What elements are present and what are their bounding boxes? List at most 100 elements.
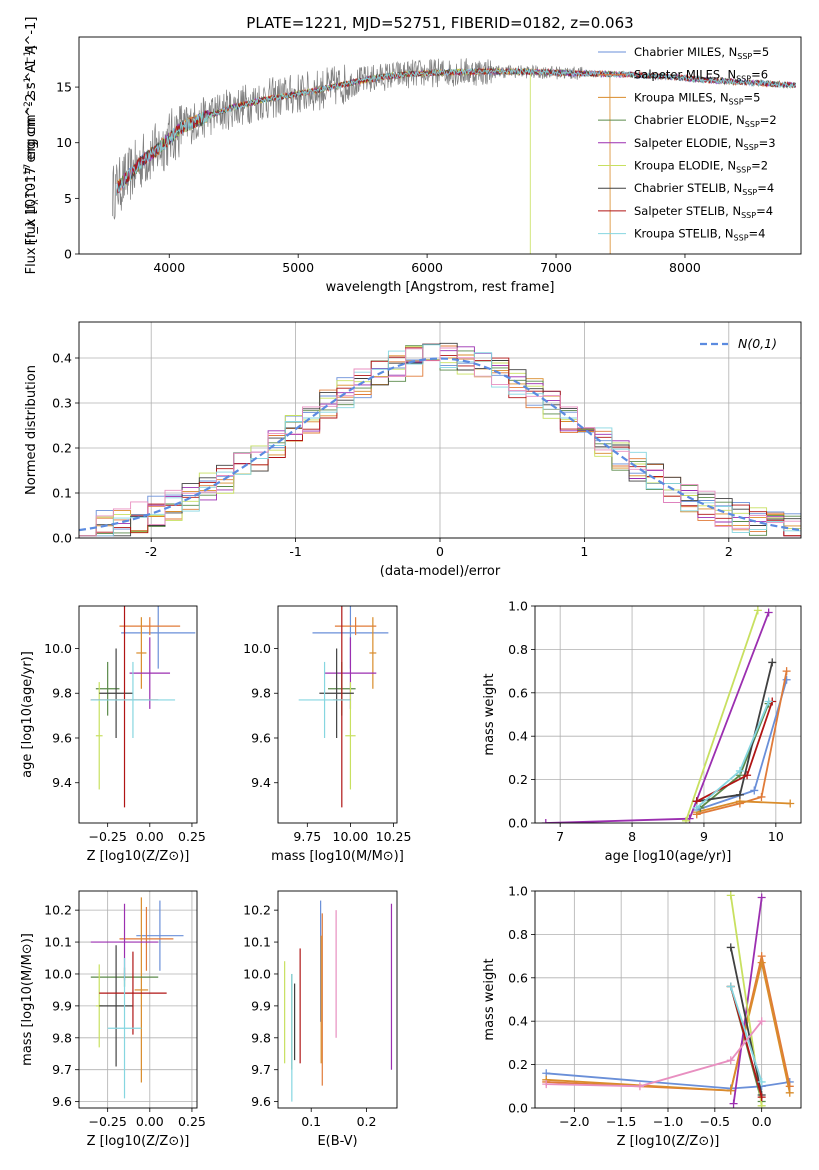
y-tick-label: 9.8 [52, 686, 72, 701]
x-axis-label: mass [log10(M/M⊙)] [271, 849, 404, 864]
y-tick-label: 0.1 [52, 486, 72, 501]
x-tick-label: 5000 [282, 260, 314, 275]
legend-entry: Chabrier STELIB, NSSP=4 [634, 181, 774, 197]
x-tick-label: -2 [145, 544, 157, 559]
y-axis-label: Flux [f_λ 10^-17 erg cm^-2 s^-1 A^-1] [24, 17, 39, 275]
age-vs-mass-panel: 9.75 10.00 10.25 9.4 9.6 9.8 10.0 mass [log10(M… [243, 605, 411, 864]
y-tick-label: 15 [56, 80, 72, 95]
mass-weight-line [732, 897, 763, 1104]
y-axis-label: mass weight [482, 673, 497, 755]
y-tick-label: 9.4 [52, 775, 72, 790]
x-tick-label: 0.25 [178, 829, 206, 844]
data-point-marker [757, 958, 766, 967]
residuals-panel: -2 -1 0 1 2 0.0 0.1 0.2 0.3 0.4 (data-model)/error… [24, 321, 802, 579]
residual-histogram [79, 344, 801, 538]
data-point-marker [726, 943, 735, 952]
y-tick-label: 10.0 [44, 641, 72, 656]
x-tick-label: 0.25 [178, 1114, 206, 1129]
data-point-marker [757, 1093, 766, 1102]
x-tick-label: −1.5 [606, 1114, 636, 1129]
data-point-marker [764, 697, 773, 706]
plot-area [112, 58, 797, 254]
y-tick-label: 9.9 [52, 998, 72, 1013]
y-tick-label: 9.9 [251, 998, 271, 1013]
y-tick-label: 0.0 [508, 816, 528, 831]
x-tick-label: 0.0 [752, 1114, 772, 1129]
x-tick-label: −2.0 [559, 1114, 589, 1129]
mass-weight-line [546, 1020, 763, 1088]
x-tick-label: 8 [628, 829, 636, 844]
data-point-marker [785, 1088, 794, 1097]
x-tick-label: 0.00 [136, 1114, 164, 1129]
y-tick-label: 10.0 [44, 966, 72, 981]
data-point-marker [541, 819, 550, 823]
axes-frame [277, 890, 398, 1109]
axes-frame [277, 605, 398, 824]
y-tick-label: 10.1 [44, 935, 72, 950]
data-point-marker [729, 1099, 738, 1108]
x-tick-label: 8000 [669, 260, 701, 275]
mass-weight-line [545, 612, 770, 823]
x-tick-label: 0 [436, 544, 444, 559]
data-point-marker [757, 792, 766, 801]
data-point-marker [753, 606, 762, 615]
y-tick-label: 5 [64, 191, 72, 206]
x-tick-label: −0.5 [700, 1114, 730, 1129]
data-point-marker [782, 667, 791, 676]
model-spectrum-line [115, 67, 797, 196]
model-spectrum-line [115, 67, 796, 196]
data-point-marker [735, 766, 744, 775]
plot-area [542, 891, 794, 1108]
y-tick-label: 10.2 [243, 903, 271, 918]
x-tick-label: 7 [556, 829, 564, 844]
y-tick-label: 0.4 [52, 351, 72, 366]
y-tick-label: 9.6 [251, 1094, 271, 1109]
plot-area [90, 606, 196, 808]
axes-frame [78, 321, 802, 539]
mass-weight-line [729, 986, 763, 1083]
massweight-vs-age-panel: 7 8 9 10 0.0 0.2 0.4 0.6 0.8 1.0 age [log10(age/yr… [482, 599, 802, 864]
data-point-marker [743, 771, 752, 780]
y-tick-label: 9.7 [251, 1062, 271, 1077]
y-tick-label: 0.4 [508, 1014, 528, 1029]
x-axis-label: (data-model)/error [380, 564, 501, 579]
mass-weight-line [546, 962, 791, 1093]
y-tick-label: 10.1 [243, 935, 271, 950]
legend-entry: Salpeter STELIB, NSSP=4 [634, 204, 773, 220]
model-spectrum-line [115, 67, 797, 196]
x-tick-label: 0.2 [357, 1114, 377, 1129]
y-tick-label: 1.0 [508, 884, 528, 899]
data-point-marker [768, 658, 777, 667]
axes-frame [78, 890, 198, 1109]
x-tick-label: 7000 [540, 260, 572, 275]
gaussian-curve [79, 357, 801, 532]
data-point-marker [635, 1082, 644, 1091]
data-point-marker [764, 608, 773, 617]
x-tick-label: 2 [725, 544, 733, 559]
data-point-marker [786, 799, 795, 808]
data-point-marker [757, 1077, 766, 1086]
data-point-marker [726, 1056, 735, 1065]
x-tick-label: 10.00 [333, 829, 369, 844]
x-tick-label: −1.0 [653, 1114, 683, 1129]
x-tick-label: 9 [700, 829, 708, 844]
data-point-marker [757, 1017, 766, 1026]
x-tick-label: 4000 [153, 260, 185, 275]
plot-area [79, 342, 801, 538]
data-point-marker [681, 816, 690, 823]
y-tick-label: 10.2 [44, 903, 72, 918]
y-tick-label: 9.4 [251, 775, 271, 790]
y-tick-label: 9.8 [251, 1030, 271, 1045]
legend-entry: Kroupa ELODIE, NSSP=2 [634, 159, 768, 175]
legend-entry: Kroupa MILES, NSSP=5 [634, 90, 760, 106]
x-tick-label: 0.00 [136, 829, 164, 844]
mass-weight-line [685, 610, 759, 822]
model-spectrum-line [115, 67, 796, 196]
x-axis-label: Z [log10(Z/Z⊙)] [617, 1134, 720, 1149]
y-tick-label: 9.8 [52, 1030, 72, 1045]
data-point-marker [735, 790, 744, 799]
data-point-marker [692, 803, 701, 812]
y-axis-label: Normed distribution [24, 365, 39, 495]
x-tick-label: 10 [768, 829, 784, 844]
model-spectrum-line [115, 67, 797, 196]
